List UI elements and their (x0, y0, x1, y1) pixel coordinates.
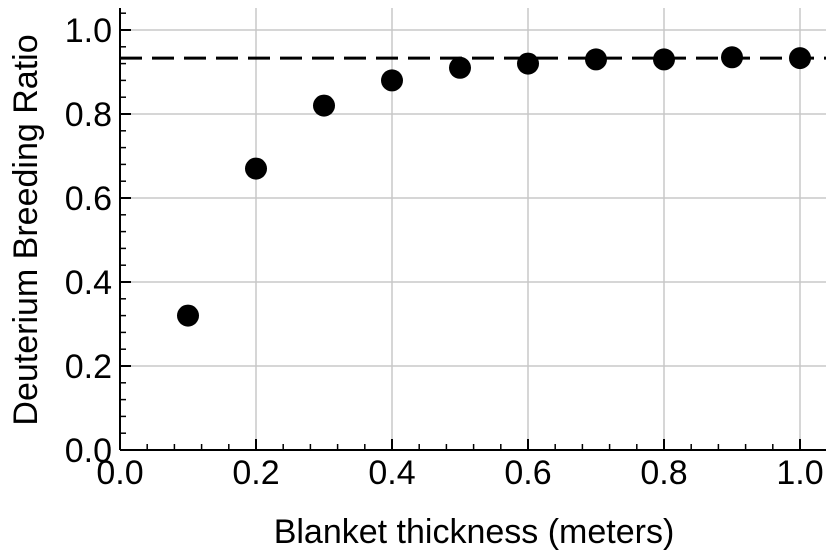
grid-lines (120, 8, 826, 450)
data-point (313, 94, 335, 117)
data-point (721, 46, 743, 69)
data-point (789, 47, 811, 70)
data-point (653, 48, 675, 71)
y-tick-label: 0.0 (65, 432, 112, 470)
x-tick-label: 0.6 (504, 454, 551, 492)
y-axis-title: Deuterium Breeding Ratio (7, 34, 45, 425)
x-tick-label: 0.4 (368, 454, 415, 492)
y-tick-label: 0.4 (65, 264, 112, 302)
data-point (585, 48, 607, 71)
x-tick-label: 0.2 (232, 454, 279, 492)
ticks (119, 12, 801, 451)
x-tick-label: 0.8 (640, 454, 687, 492)
x-tick-label: 0.0 (96, 454, 143, 492)
x-axis-title: Blanket thickness (meters) (274, 513, 675, 551)
y-tick-label: 0.2 (65, 348, 112, 386)
data-point (177, 304, 199, 327)
data-point (381, 69, 403, 92)
y-tick-labels: 0.0 0.2 0.4 0.6 0.8 1.0 (65, 12, 112, 470)
data-point (245, 157, 267, 180)
x-tick-label: 1.0 (776, 454, 823, 492)
y-tick-label: 0.6 (65, 180, 112, 218)
x-tick-labels: 0.0 0.2 0.4 0.6 0.8 1.0 (96, 454, 823, 492)
axes (119, 8, 826, 451)
y-tick-label: 0.8 (65, 96, 112, 134)
data-point (449, 56, 471, 79)
y-tick-label: 1.0 (65, 12, 112, 50)
data-points (177, 46, 811, 327)
data-point (517, 52, 539, 75)
